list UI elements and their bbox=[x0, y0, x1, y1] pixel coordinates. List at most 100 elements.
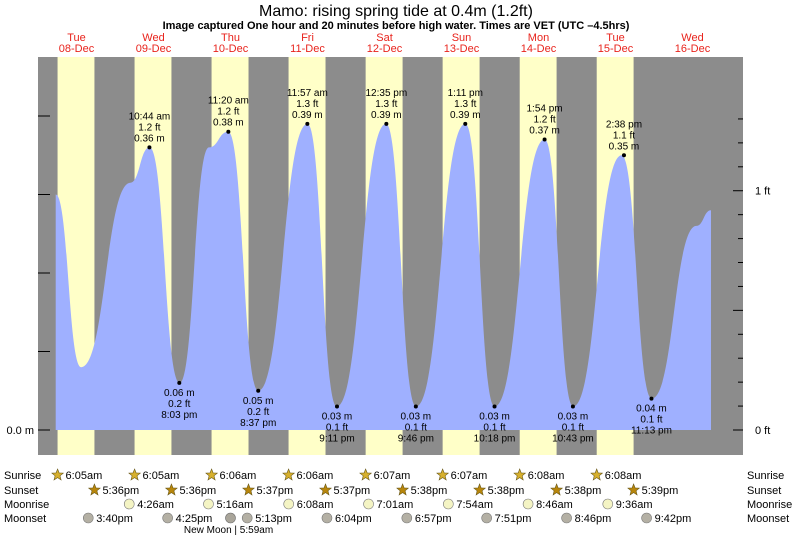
day-date: 16-Dec bbox=[675, 43, 711, 55]
day-date: 09-Dec bbox=[136, 43, 172, 55]
sunrise-icon bbox=[359, 468, 373, 481]
sunset-icon bbox=[473, 483, 487, 496]
day-date: 13-Dec bbox=[444, 43, 480, 55]
sunset-icon bbox=[319, 483, 332, 496]
new-moon-icon bbox=[225, 512, 236, 524]
moonset-row-label-right: Moonset bbox=[747, 513, 789, 525]
high-tide-time: 1:11 pm bbox=[448, 88, 483, 99]
low-tide-time: 8:03 pm bbox=[161, 410, 197, 421]
sunset-icon bbox=[396, 483, 410, 496]
sunrise-row-label-right: Sunrise bbox=[747, 470, 784, 482]
left-axis-label: 0.0 m bbox=[6, 425, 34, 437]
moonrise-icon bbox=[123, 498, 135, 510]
high-tide-time: 1:54 pm bbox=[527, 104, 563, 115]
sunset-time: 5:38pm bbox=[411, 485, 448, 497]
sunrise-icon bbox=[513, 468, 527, 481]
low-tide-ft: 0.1 ft bbox=[326, 422, 348, 433]
low-tide-m: 0.05 m bbox=[243, 396, 274, 407]
moonset-time: 4:25pm bbox=[176, 513, 213, 525]
low-tide-ft: 0.1 ft bbox=[483, 422, 505, 433]
high-tide-ft: 1.3 ft bbox=[375, 99, 397, 110]
day-weekday: Wed bbox=[681, 32, 703, 44]
day-date: 08-Dec bbox=[59, 43, 95, 55]
low-tide-time: 10:18 pm bbox=[474, 433, 516, 444]
low-tide-marker bbox=[570, 404, 575, 409]
moonrise-row-label-right: Moonrise bbox=[747, 499, 792, 511]
day-weekday: Tue bbox=[67, 32, 86, 44]
moonset-icon bbox=[641, 512, 652, 524]
sunrise-icon bbox=[436, 468, 450, 481]
sunset-icon bbox=[242, 483, 255, 496]
high-tide-ft: 1.2 ft bbox=[138, 122, 160, 133]
low-tide-time: 9:46 pm bbox=[398, 433, 434, 444]
tide-area bbox=[55, 123, 711, 430]
low-tide-marker bbox=[492, 404, 497, 409]
sunrise-icon bbox=[590, 468, 604, 481]
low-tide-time: 9:11 pm bbox=[319, 433, 354, 444]
moonrise-time: 7:01am bbox=[377, 499, 414, 511]
moonset-time: 6:57pm bbox=[415, 513, 452, 525]
sunset-time: 5:39pm bbox=[642, 485, 679, 497]
moonrise-time: 7:54am bbox=[456, 499, 493, 511]
low-tide-marker bbox=[649, 396, 654, 401]
low-tide-time: 8:37 pm bbox=[240, 418, 276, 429]
tide-series-area bbox=[55, 123, 711, 430]
sunset-icon bbox=[627, 483, 641, 496]
high-tide-m: 0.35 m bbox=[609, 141, 640, 152]
high-tide-time: 2:38 pm bbox=[606, 119, 642, 130]
low-tide-m: 0.04 m bbox=[636, 404, 667, 415]
sunset-row-label-right: Sunset bbox=[747, 485, 781, 497]
sunrise-icon bbox=[205, 468, 219, 481]
sunset-time: 5:38pm bbox=[488, 485, 525, 497]
tide-labels: 10:44 am1.2 ft0.36 m11:20 am1.2 ft0.38 m… bbox=[129, 88, 672, 445]
high-tide-m: 0.38 m bbox=[213, 118, 244, 129]
high-tide-time: 11:57 am bbox=[287, 88, 328, 99]
sunrise-row-label-left: Sunrise bbox=[4, 470, 41, 482]
high-tide-m: 0.37 m bbox=[529, 126, 560, 137]
high-tide-time: 10:44 am bbox=[129, 111, 171, 122]
high-tide-m: 0.39 m bbox=[371, 110, 402, 121]
moonset-time: 9:42pm bbox=[655, 513, 692, 525]
moonset-time: 3:40pm bbox=[96, 513, 133, 525]
high-tide-ft: 1.3 ft bbox=[296, 99, 318, 110]
low-tide-marker bbox=[413, 404, 418, 409]
moonrise-icon bbox=[363, 498, 374, 510]
day-weekday: Sun bbox=[452, 32, 472, 44]
sunrise-time: 6:08am bbox=[605, 470, 642, 482]
day-weekday: Thu bbox=[221, 32, 240, 44]
moonset-time: 8:46pm bbox=[575, 513, 612, 525]
sun-moon-rows: Sunrise Sunrise 6:05am 6:05am 6:06am 6:06am 6:… bbox=[4, 468, 792, 536]
sunrise-time: 6:05am bbox=[66, 470, 103, 482]
chart-title: Mamo: rising spring tide at 0.4m (1.2ft) bbox=[259, 3, 533, 20]
moonrise-time: 9:36am bbox=[616, 499, 653, 511]
low-tide-m: 0.06 m bbox=[164, 388, 195, 399]
sunrise-time: 6:05am bbox=[143, 470, 180, 482]
high-tide-m: 0.39 m bbox=[450, 110, 481, 121]
sunset-icon bbox=[87, 483, 101, 496]
sunset-time: 5:36pm bbox=[102, 485, 139, 497]
low-tide-ft: 0.2 ft bbox=[247, 407, 269, 418]
high-tide-m: 0.36 m bbox=[134, 133, 165, 144]
low-tide-m: 0.03 m bbox=[322, 411, 353, 422]
moonrise-time: 6:08am bbox=[297, 499, 334, 511]
high-tide-ft: 1.1 ft bbox=[613, 130, 635, 141]
moonset-icon bbox=[321, 512, 333, 524]
sunrise-time: 6:06am bbox=[297, 470, 334, 482]
sunrise-time: 6:07am bbox=[374, 470, 411, 482]
high-tide-time: 11:20 am bbox=[208, 96, 249, 107]
moonset-icon bbox=[481, 512, 492, 524]
low-tide-ft: 0.2 ft bbox=[168, 399, 190, 410]
sunset-time: 5:38pm bbox=[565, 485, 602, 497]
high-tide-marker bbox=[463, 121, 468, 126]
sunrise-time: 6:06am bbox=[220, 470, 257, 482]
low-tide-ft: 0.1 ft bbox=[405, 422, 427, 433]
low-tide-time: 10:43 pm bbox=[552, 433, 594, 444]
right-axis-label: 0 ft bbox=[755, 425, 770, 437]
moonrise-icon bbox=[283, 498, 295, 510]
day-date: 15-Dec bbox=[598, 43, 634, 55]
moonrise-icon bbox=[602, 498, 614, 510]
day-weekday: Mon bbox=[528, 32, 549, 44]
sunset-icon bbox=[550, 483, 564, 496]
low-tide-ft: 0.1 ft bbox=[562, 422, 584, 433]
